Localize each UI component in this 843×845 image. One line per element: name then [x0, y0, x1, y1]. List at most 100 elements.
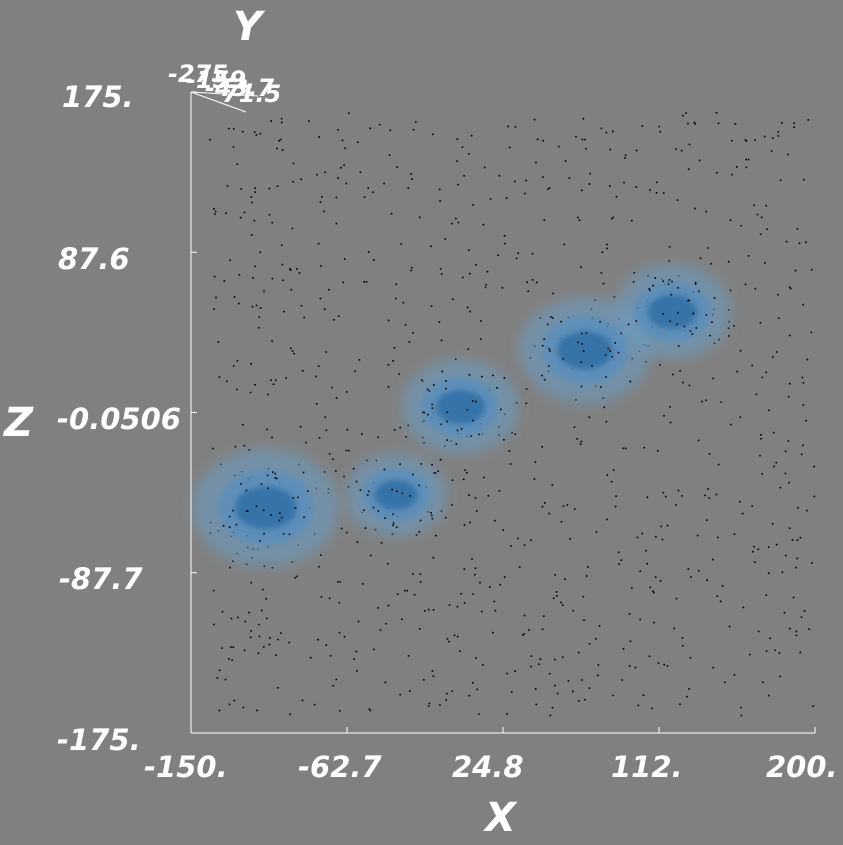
scatter-point	[530, 665, 532, 668]
scatter-point	[527, 290, 529, 293]
scatter-point	[509, 463, 512, 465]
scatter-point	[305, 441, 307, 444]
scatter-point	[772, 431, 775, 434]
scatter-point	[471, 558, 473, 560]
scatter-point	[580, 332, 583, 335]
scatter-point	[231, 659, 233, 661]
scatter-point	[494, 609, 497, 612]
scatter-point	[225, 212, 227, 214]
scatter-point	[272, 383, 275, 385]
scatter-point	[324, 171, 326, 174]
scatter-point	[218, 376, 221, 378]
scatter-point	[448, 640, 450, 643]
scatter-point	[543, 378, 546, 381]
scatter-point	[277, 638, 279, 641]
scatter-point	[224, 678, 227, 681]
scatter-point	[483, 476, 485, 479]
scatter-point	[641, 125, 644, 127]
scatter-point	[688, 384, 691, 387]
scatter-point	[564, 578, 566, 580]
scatter-point	[639, 618, 641, 621]
scatter-point	[320, 554, 322, 556]
scatter-point	[419, 519, 422, 522]
scatter-point	[368, 708, 371, 710]
scatter-point	[794, 269, 797, 272]
scatter-point	[806, 509, 808, 512]
scatter-point	[302, 370, 304, 372]
scatter-point	[303, 516, 305, 519]
scatter-point	[431, 407, 434, 409]
scatter-point	[218, 669, 221, 671]
scatter-point	[534, 688, 537, 690]
scatter-point	[373, 259, 375, 261]
scatter-point	[736, 370, 738, 373]
scatter-point	[261, 609, 263, 612]
scatter-point	[665, 495, 667, 498]
scatter-point	[715, 493, 718, 496]
scatter-point	[708, 453, 711, 455]
scatter-point	[289, 268, 291, 270]
scatter-point	[562, 505, 565, 507]
scatter-point	[605, 420, 608, 423]
scatter-point	[548, 365, 550, 367]
scatter-point	[551, 706, 554, 709]
scatter-point	[744, 283, 747, 286]
scatter-point	[269, 637, 271, 639]
scatter-point	[423, 679, 425, 681]
scatter-point	[317, 242, 320, 245]
scatter-point	[677, 345, 680, 347]
scatter-point	[797, 506, 799, 509]
scatter-point	[651, 707, 653, 710]
scatter-point	[612, 130, 614, 133]
scatter-point	[454, 358, 457, 360]
scatter-point	[588, 183, 591, 185]
z-tick-label: 87.6	[58, 242, 130, 276]
scatter-point	[446, 420, 448, 423]
scatter-point	[533, 478, 536, 480]
scatter-point	[493, 600, 496, 603]
scatter-point	[472, 400, 474, 402]
scatter-point	[361, 433, 363, 435]
scatter-point	[419, 581, 422, 583]
scatter-point	[549, 714, 552, 717]
scatter-point	[755, 393, 758, 396]
scatter-point	[752, 550, 754, 553]
scatter-point	[775, 543, 778, 546]
scatter-point	[566, 504, 569, 506]
scatter-point	[409, 690, 411, 692]
scatter-point	[699, 257, 702, 259]
scatter-point	[775, 461, 778, 464]
scatter-point	[655, 192, 658, 194]
scatter-point	[577, 651, 580, 654]
scatter-point	[271, 567, 274, 569]
scatter-point	[384, 517, 386, 519]
scatter-point	[343, 164, 345, 166]
scatter-point	[446, 411, 449, 414]
scatter-point	[523, 633, 526, 635]
scatter-point	[401, 618, 403, 620]
scatter-point	[652, 284, 654, 287]
scatter-point	[365, 281, 368, 283]
scatter-point	[802, 382, 805, 384]
scatter-point	[244, 620, 247, 623]
scatter-point	[441, 370, 443, 373]
scatter-point	[243, 649, 246, 651]
scatter-point	[781, 122, 783, 124]
scatter-point	[496, 387, 498, 389]
scatter-point	[432, 133, 434, 136]
scatter-point	[337, 315, 340, 317]
scatter-point	[712, 666, 715, 669]
scatter-point	[704, 494, 706, 497]
scatter-point	[706, 579, 708, 581]
scatter-point	[511, 431, 513, 434]
scatter-point	[468, 374, 471, 376]
scatter-point	[577, 341, 579, 344]
scatter-point	[629, 380, 632, 383]
scatter-point	[800, 616, 803, 618]
scatter-point	[303, 316, 305, 319]
scatter-point	[437, 470, 439, 473]
scatter-point	[688, 688, 690, 690]
scatter-point	[673, 627, 675, 630]
scatter-point	[721, 585, 724, 587]
scatter-point	[372, 191, 374, 193]
